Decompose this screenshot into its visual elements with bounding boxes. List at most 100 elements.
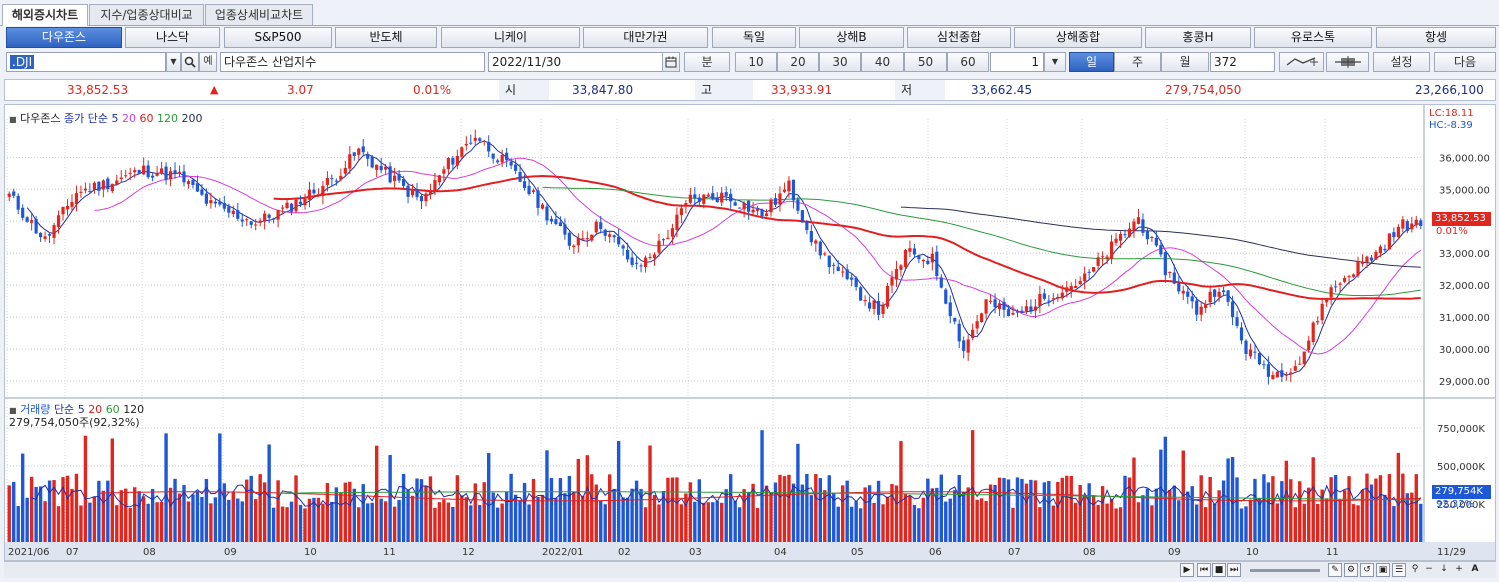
period-week-button[interactable]: 주 [1114,52,1161,72]
market-semiconductor-button[interactable]: 반도체 [335,27,437,48]
magnifier-icon[interactable]: ⚲ [1411,564,1419,574]
volume-bar [1315,504,1320,542]
symbol-field[interactable]: .DJI [6,52,166,72]
market-shanghai-b-button[interactable]: 상해B [799,27,904,48]
last-page-icon[interactable]: ⏭ [1227,563,1241,577]
volume-legend-ma60: 60 [105,403,120,416]
candle-body [173,170,177,174]
zoom-in-icon[interactable]: + [1455,564,1463,574]
volume-bar [572,492,576,542]
candle-body [343,167,347,174]
candle-body [186,181,191,185]
minute-30-button[interactable]: 30 [819,52,861,72]
candle-body [272,218,276,220]
first-page-icon[interactable]: ⏮ [1197,563,1211,577]
reset-icon[interactable]: ↺ [1360,563,1374,577]
volume-bar [540,494,545,542]
period-day-button[interactable]: 일 [1069,52,1114,72]
interval-dropdown-icon[interactable]: ▼ [1044,52,1066,72]
tool-icon[interactable]: ✎ [1328,563,1342,577]
volume-bar [1159,449,1163,542]
candle-body [92,182,96,190]
gear-icon[interactable]: ⚙ [1344,563,1358,577]
volume-bar [832,492,836,542]
price-legend: ■ 다우존스 종가 단순 5 20 60 120 200 [9,110,203,126]
minute-50-button[interactable]: 50 [904,52,947,72]
tab-overseas-chart[interactable]: 해외증시차트 [2,4,88,26]
market-shanghai-button[interactable]: 상해종합 [1014,27,1142,48]
volume-bar [12,481,16,542]
market-eurostoxx-button[interactable]: 유로스톡 [1254,27,1372,48]
next-button[interactable]: 다음 [1434,52,1496,72]
candle-body [1047,300,1051,302]
stop-icon[interactable]: ■ [1212,563,1226,577]
market-taiwan-button[interactable]: 대만가권 [583,27,708,48]
candle-body [258,220,262,223]
market-shenzhen-button[interactable]: 심천종합 [907,27,1011,48]
month-label: 07 [1008,547,1021,558]
volume-bar [43,501,47,542]
symbol-dropdown-icon[interactable]: ▼ [166,52,181,72]
tab-index-compare[interactable]: 지수/업종상대비교 [89,4,204,25]
chart-area[interactable]: 36,000.0035,000.0034,000.0033,000.0032,0… [4,104,1496,561]
candle-body [854,277,858,287]
candle-body [1311,322,1315,342]
chart-line-icon[interactable] [1279,52,1324,72]
candle-body [1365,256,1369,263]
volume-bar [1145,488,1150,542]
market-hangseng-button[interactable]: 항셍 [1376,27,1496,48]
text-size-icon[interactable]: A [1471,564,1479,574]
volume-legend-ma5: 5 [77,403,85,416]
zoom-slider[interactable] [1250,569,1320,572]
volume-bar [607,474,612,542]
volume-bar [724,489,728,542]
candle-body [155,173,159,176]
market-nasdaq-button[interactable]: 나스닥 [125,27,220,48]
candle-body [899,265,903,270]
chart-canvas[interactable]: 36,000.0035,000.0034,000.0033,000.0032,0… [5,105,1495,560]
market-nikkei-button[interactable]: 니케이 [441,27,580,48]
layout-icon[interactable]: ▣ [1376,563,1390,577]
list-icon[interactable]: ☰ [1392,563,1406,577]
candle-body [1002,301,1006,310]
market-dow-button[interactable]: 다우존스 [6,27,122,48]
example-icon[interactable]: 예 [199,52,217,72]
minute-60-button[interactable]: 60 [947,52,989,72]
tab-sector-compare[interactable]: 업종상세비교차트 [205,4,313,25]
minute-unit-button[interactable]: 분 [684,52,730,72]
count-field[interactable]: 372 [1210,52,1275,72]
minute-40-button[interactable]: 40 [861,52,904,72]
volume-bar [755,508,760,542]
ma60-line [273,174,1421,300]
zoom-out-icon[interactable]: − [1425,564,1433,574]
candle-body [428,189,433,195]
date-field[interactable]: 2022/11/30 [488,52,663,72]
minute-10-button[interactable]: 10 [735,52,777,72]
calendar-icon[interactable] [662,52,680,72]
settings-button[interactable]: 설정 [1373,52,1430,72]
candle-body [894,269,899,280]
candle-body [1289,372,1293,375]
volume-bar [56,506,61,542]
volume-bar [294,475,298,542]
minute-20-button[interactable]: 20 [777,52,819,72]
market-germany-button[interactable]: 독일 [712,27,796,48]
volume-bar [1311,457,1315,542]
arrow-down-icon[interactable]: ↓ [1440,564,1448,574]
search-icon[interactable] [181,52,199,72]
candle-body [1118,234,1123,241]
volume-bar [406,489,410,542]
volume-bar [424,485,428,542]
candle-body [715,197,719,203]
period-month-button[interactable]: 월 [1161,52,1209,72]
market-hongkong-h-button[interactable]: 홍콩H [1145,27,1251,48]
candle-body [1298,363,1302,365]
interval-spin-field[interactable]: 1 [990,52,1044,72]
market-sp500-button[interactable]: S&P500 [224,27,332,48]
chart-type-icon[interactable] [1326,52,1369,72]
candle-body [988,300,993,302]
candle-body [823,253,827,255]
volume-bar [1289,479,1293,542]
volume-bar [711,502,715,542]
scroll-right-icon[interactable]: ▶ [1180,563,1194,577]
